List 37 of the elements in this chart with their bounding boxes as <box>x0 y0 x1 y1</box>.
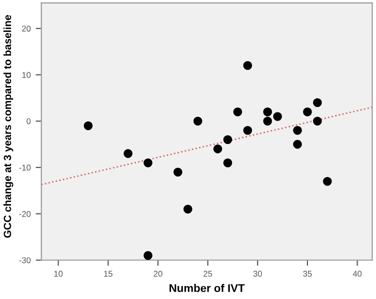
point <box>263 116 272 126</box>
x-tick-label: 15 <box>104 270 112 277</box>
x-tick-label: 20 <box>154 270 162 277</box>
point <box>293 140 302 149</box>
x-tick-label: 40 <box>352 270 362 277</box>
point <box>243 61 252 70</box>
y-tick-label: -10 <box>19 164 31 171</box>
x-tick-label: 35 <box>303 270 312 277</box>
point <box>303 107 312 116</box>
point <box>243 126 252 135</box>
x-axis-title: Number of IVT <box>170 284 245 292</box>
y-tick-label: -30 <box>19 257 31 264</box>
point <box>84 121 93 130</box>
point <box>124 149 132 158</box>
point <box>323 176 332 186</box>
point <box>213 144 222 154</box>
y-tick-label: 20 <box>22 26 31 32</box>
point <box>233 107 242 116</box>
x-tick-label: 30 <box>253 270 262 277</box>
point <box>193 116 202 126</box>
point <box>174 168 182 176</box>
y-tick-label: 10 <box>22 72 31 78</box>
point <box>293 126 302 135</box>
x-tick-label: 25 <box>204 270 212 277</box>
x-tick-label: 10 <box>54 270 63 277</box>
point <box>144 251 152 260</box>
point <box>223 135 232 144</box>
y-axis-title: GCC change at 3 years compared to baseline <box>3 15 14 238</box>
point <box>313 98 322 107</box>
y-tick-label: 0 <box>26 118 31 124</box>
point <box>183 204 192 214</box>
point <box>263 107 272 116</box>
point <box>273 112 282 121</box>
point <box>144 158 152 168</box>
point <box>313 116 322 126</box>
point <box>223 158 232 168</box>
y-tick-label: -20 <box>19 211 31 217</box>
